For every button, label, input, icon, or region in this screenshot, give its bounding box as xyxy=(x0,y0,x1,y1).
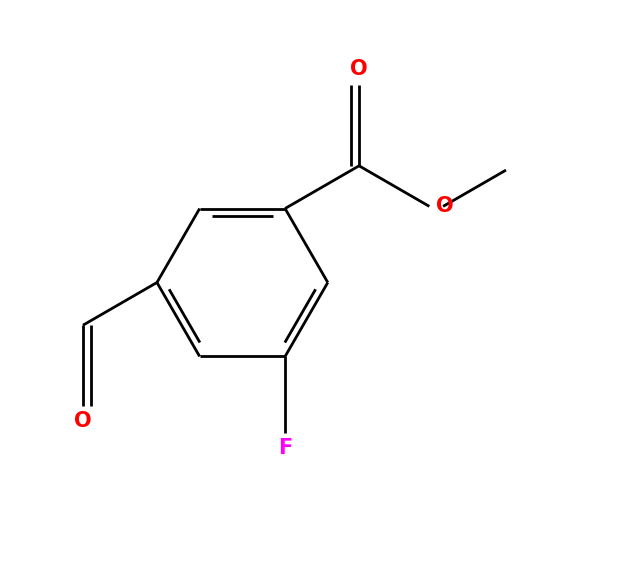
Text: F: F xyxy=(278,438,292,458)
Text: O: O xyxy=(350,59,368,79)
Text: O: O xyxy=(436,197,453,216)
Text: O: O xyxy=(74,411,92,431)
